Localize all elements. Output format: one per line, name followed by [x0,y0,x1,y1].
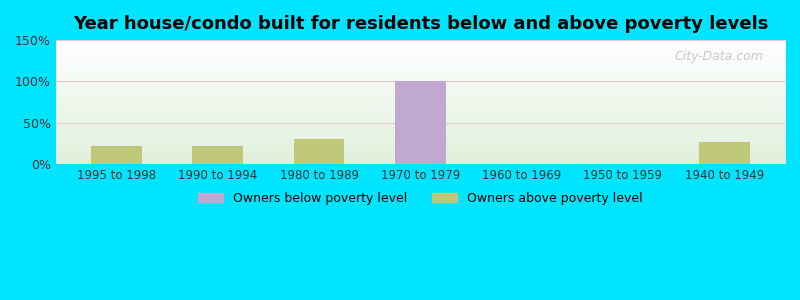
Bar [699,142,750,164]
Bar [193,146,243,164]
Legend: Owners below poverty level, Owners above poverty level: Owners below poverty level, Owners above… [193,187,648,210]
Bar [395,82,446,164]
Title: Year house/condo built for residents below and above poverty levels: Year house/condo built for residents bel… [73,15,768,33]
Bar [91,146,142,164]
Text: City-Data.com: City-Data.com [674,50,763,63]
Bar [294,140,345,164]
